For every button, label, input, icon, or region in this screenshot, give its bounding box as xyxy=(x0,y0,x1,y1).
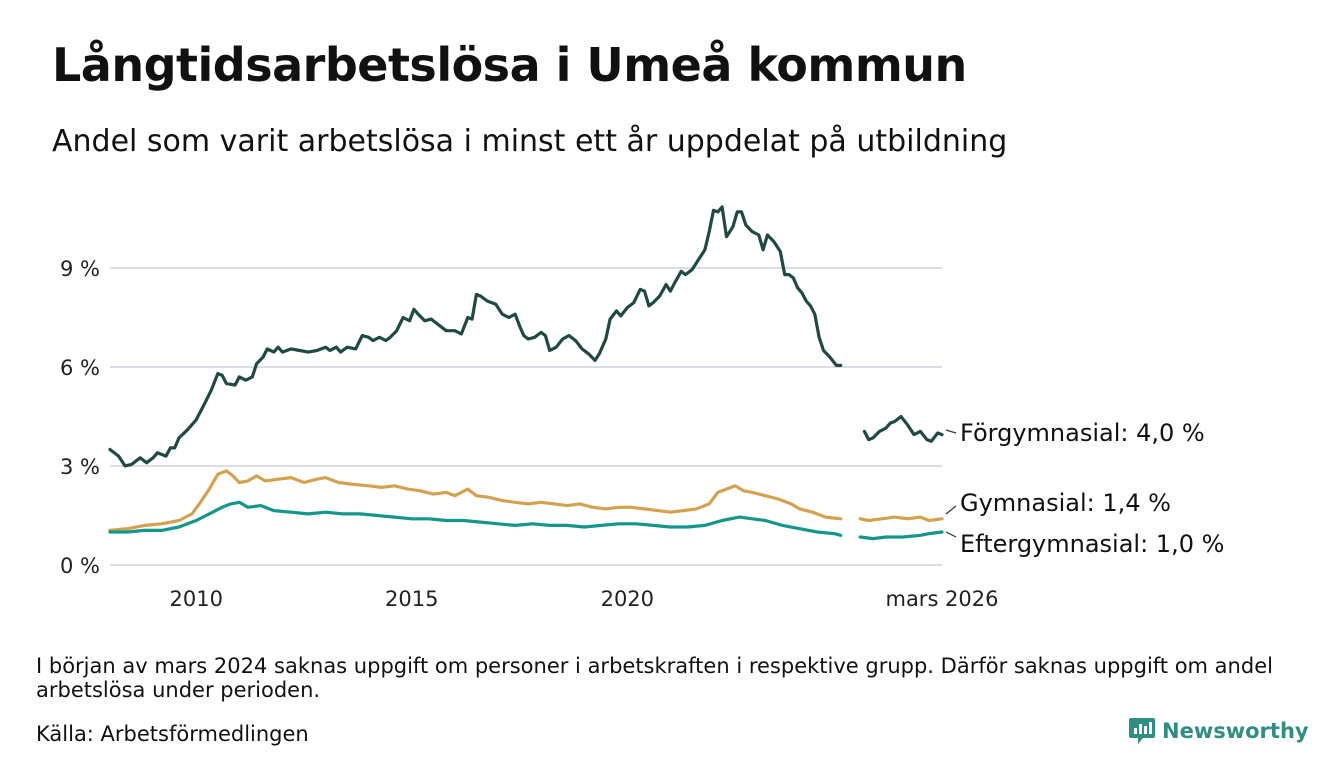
y-tick-label: 9 % xyxy=(60,257,100,281)
chart-subtitle: Andel som varit arbetslösa i minst ett å… xyxy=(52,124,1008,159)
series-line-gymnasial xyxy=(108,469,843,532)
footnote: I början av mars 2024 saknas uppgift om … xyxy=(36,654,1273,702)
series-line-forgymnasial-recent xyxy=(862,414,944,443)
x-tick-label: 2010 xyxy=(169,587,222,611)
series-label-gymnasial: Gymnasial: 1,4 % xyxy=(960,489,1171,517)
newsworthy-logo[interactable]: Newsworthy xyxy=(1128,716,1309,746)
series-label-eftergymnasial: Eftergymnasial: 1,0 % xyxy=(960,530,1224,558)
y-tick-label: 6 % xyxy=(60,356,100,380)
series-line-eftergymnasial-recent xyxy=(858,530,944,541)
y-tick-label: 3 % xyxy=(60,455,100,479)
line-chart: 0 % 3 % 6 % 9 % 2010 2015 2020 mars 2026 Förgymn… xyxy=(60,205,1224,611)
series-line-eftergymnasial xyxy=(108,500,843,537)
brand-name: Newsworthy xyxy=(1162,719,1309,743)
series-line-forgymnasial xyxy=(108,205,843,468)
label-leader-gymnasial xyxy=(945,505,957,515)
label-leader-eftergymnasial xyxy=(945,531,957,538)
y-tick-label: 0 % xyxy=(60,554,100,578)
x-tick-label: mars 2026 xyxy=(885,587,998,611)
x-tick-label: 2020 xyxy=(601,587,654,611)
chart-title: Långtidsarbetslösa i Umeå kommun xyxy=(52,38,967,92)
source-text: Källa: Arbetsförmedlingen xyxy=(36,722,309,746)
label-leader-forgymnasial xyxy=(945,429,957,434)
series-label-forgymnasial: Förgymnasial: 4,0 % xyxy=(960,419,1205,447)
x-tick-label: 2015 xyxy=(385,587,438,611)
newsworthy-logo-icon xyxy=(1129,718,1155,744)
series-line-gymnasial-recent xyxy=(858,515,944,523)
